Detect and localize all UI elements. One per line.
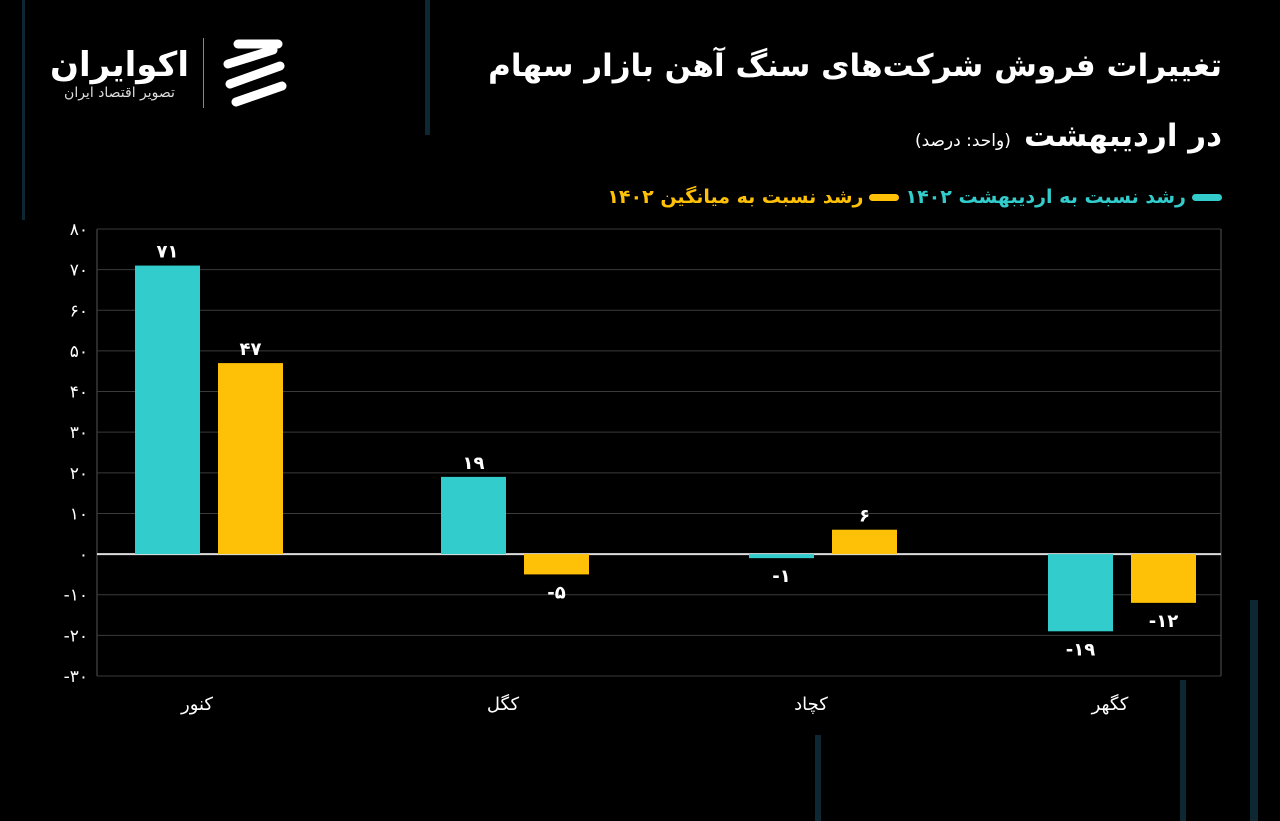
y-tick-label: ۸۰ — [70, 220, 88, 240]
data-label: ۱۹ — [463, 453, 485, 474]
logo-tagline: تصویر اقتصاد ایران — [64, 85, 175, 101]
logo-name: اکوایران — [50, 45, 189, 85]
bar-series1 — [441, 476, 506, 555]
x-tick-label: کگل — [487, 693, 520, 715]
y-tick-label: ۲۰ — [70, 464, 88, 484]
chart-subtitle: در اردیبهشت (واحد: درصد) — [915, 118, 1222, 154]
subtitle-text: در اردیبهشت — [1023, 118, 1222, 154]
y-tick-label: -۳۰ — [64, 667, 88, 687]
y-tick-label: ۴۰ — [70, 383, 88, 403]
logo-divider — [203, 38, 204, 108]
bar-series2 — [218, 363, 283, 555]
chart-title: تغییرات فروش شرکت‌های سنگ آهن بازار سهام — [488, 48, 1222, 84]
bar-series2 — [524, 554, 589, 575]
bar-series1 — [135, 265, 200, 555]
data-label: -۱ — [772, 566, 790, 587]
legend: رشد نسبت به اردیبهشت ۱۴۰۲ رشد نسبت به می… — [607, 186, 1222, 208]
y-tick-label: ۵۰ — [70, 342, 88, 362]
background-decoration — [1180, 680, 1186, 821]
data-label: ۴۷ — [240, 339, 262, 360]
y-tick-label: ۰ — [79, 545, 88, 565]
legend-swatch-series1 — [1192, 193, 1222, 201]
unit-label: (واحد: درصد) — [914, 131, 1011, 151]
y-tick-label: -۱۰ — [64, 586, 88, 606]
x-tick-label: کچاد — [794, 694, 828, 715]
x-tick-label: کگهر — [1091, 693, 1129, 715]
data-label: ۷۱ — [157, 242, 179, 263]
background-decoration — [815, 735, 821, 821]
bar-series2 — [832, 529, 897, 555]
y-tick-label: ۶۰ — [70, 301, 88, 321]
background-decoration — [1250, 600, 1258, 821]
background-decoration — [425, 0, 430, 135]
y-tick-label: -۲۰ — [64, 626, 88, 646]
y-tick-label: ۳۰ — [70, 423, 88, 443]
data-label: -۱۹ — [1066, 639, 1095, 660]
data-label: ۶ — [859, 506, 870, 527]
legend-label-series2: رشد نسبت به میانگین ۱۴۰۲ — [607, 186, 864, 208]
x-tick-label: کنور — [180, 694, 213, 715]
y-tick-label: ۷۰ — [70, 261, 88, 281]
bar-series1 — [749, 554, 814, 559]
y-tick-label: ۱۰ — [70, 504, 88, 524]
background-decoration — [22, 0, 25, 220]
bar-series1 — [1048, 554, 1113, 632]
logo: اکوایران تصویر اقتصاد ایران — [50, 36, 292, 110]
bar-series2 — [1131, 554, 1196, 603]
data-label: -۱۲ — [1149, 611, 1178, 632]
data-label: -۵ — [547, 582, 565, 603]
logo-mark-icon — [223, 39, 287, 107]
legend-swatch-series2 — [869, 193, 900, 201]
legend-label-series1: رشد نسبت به اردیبهشت ۱۴۰۲ — [905, 186, 1186, 208]
